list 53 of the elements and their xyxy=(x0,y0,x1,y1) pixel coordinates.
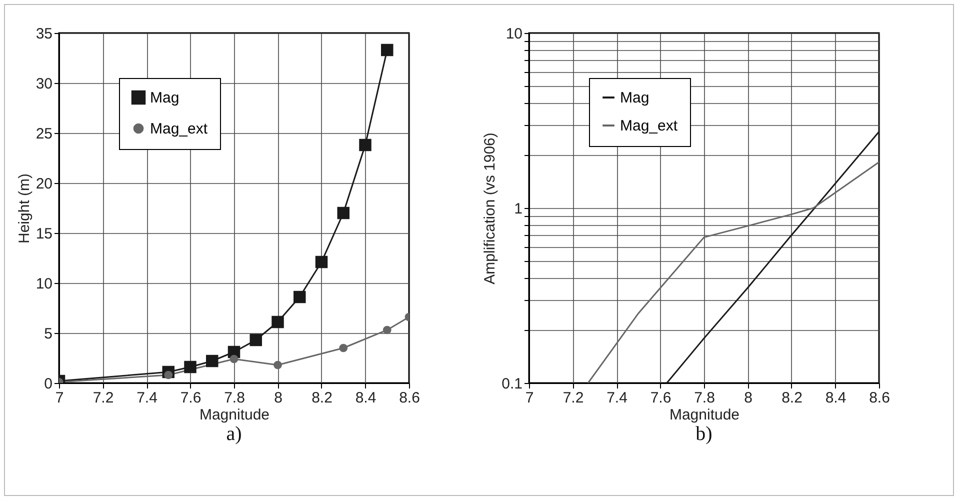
point xyxy=(359,138,372,152)
y-tick-label: 0 xyxy=(44,376,52,392)
legend-label: Mag_ext xyxy=(150,120,208,138)
point xyxy=(272,316,284,328)
y-tick-label: 15 xyxy=(36,226,52,242)
y-tick-label: 0.1 xyxy=(502,376,522,392)
x-tick-label: 8 xyxy=(274,390,282,406)
x-tick-label: 8.6 xyxy=(869,390,890,406)
text: a) xyxy=(226,423,242,445)
x-tick-label: 8.2 xyxy=(312,390,332,406)
point xyxy=(381,44,394,56)
x-tick-label: 7.2 xyxy=(92,390,114,406)
x-tick-label: 8.2 xyxy=(782,390,802,406)
point xyxy=(337,206,350,220)
point xyxy=(382,326,392,334)
line-series xyxy=(587,161,879,383)
x-tick-label: 7.6 xyxy=(650,390,672,406)
y-tick-label: 20 xyxy=(36,176,52,192)
x-tick-label: 7 xyxy=(525,390,534,406)
legend-label: Mag xyxy=(620,90,650,106)
point xyxy=(250,334,262,346)
legend-label: Mag_ext xyxy=(620,118,678,134)
x-tick-label: 7 xyxy=(55,390,64,406)
x-tick-label: 7.2 xyxy=(562,390,584,406)
y-axis-title: Amplification (vs 1906) xyxy=(482,132,499,284)
point xyxy=(230,354,238,364)
text: b) xyxy=(696,423,712,445)
legend-label: Mag xyxy=(150,90,180,106)
x-tick-label: 7.8 xyxy=(694,390,715,406)
y-tick-label: 5 xyxy=(44,326,52,342)
x-tick-label: 7.8 xyxy=(224,390,245,406)
x-tick-label: 7.4 xyxy=(606,390,628,406)
x-tick-label: 7.6 xyxy=(180,390,202,406)
y-tick-label: 35 xyxy=(36,26,52,42)
x-tick-label: 8.6 xyxy=(399,390,420,406)
point xyxy=(274,360,282,370)
point xyxy=(184,360,196,374)
x-axis-title: Magnitude xyxy=(199,406,270,424)
y-axis-title: Height (m) xyxy=(16,173,33,244)
x-tick-label: 8.4 xyxy=(825,390,846,406)
y-tick-label: 1 xyxy=(514,200,522,218)
point xyxy=(206,354,218,368)
x-tick-label: 7.4 xyxy=(136,390,158,406)
x-tick-label: 8.4 xyxy=(355,390,376,406)
x-tick-label: 8 xyxy=(744,390,752,406)
point xyxy=(315,256,328,268)
point xyxy=(339,344,348,352)
y-tick-label: 30 xyxy=(36,76,52,92)
y-tick-label: 10 xyxy=(36,276,52,292)
x-axis-title: Magnitude xyxy=(669,406,740,424)
y-tick-label: 25 xyxy=(36,126,52,142)
y-tick-label: 10 xyxy=(506,26,522,42)
point xyxy=(294,290,306,304)
